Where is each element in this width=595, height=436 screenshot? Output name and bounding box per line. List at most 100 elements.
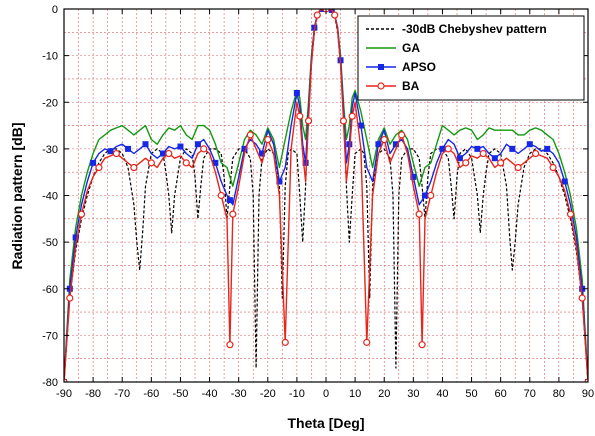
x-tick-label: 90 [582,388,594,400]
series-30db-chebyshev-pattern [64,9,588,382]
series-point [64,378,68,382]
x-tick-label: -60 [143,388,159,400]
series-point [363,338,371,346]
series-point [241,145,248,152]
series-point [427,191,435,200]
series-line [64,9,588,382]
series-point [72,234,79,241]
y-tick-label: -10 [42,51,58,63]
x-axis-title: Theta [Deg] [288,415,365,431]
series-point [66,285,73,292]
series-point [415,210,423,218]
series-point [304,117,313,125]
series-point [95,163,103,172]
series-point [578,294,586,302]
series-point [462,159,470,167]
series-point [439,145,446,152]
series-point [226,197,233,204]
series-point [229,210,237,218]
series-point [375,141,382,148]
series-point [147,159,155,167]
series-point [474,145,481,152]
series-point [509,145,516,152]
series-point [526,141,533,148]
x-tick-label: 40 [436,388,448,400]
legend-marker [377,82,385,90]
series-point [410,173,417,180]
series-point [584,378,588,382]
series-point [549,163,557,172]
series-point [444,145,452,153]
y-tick-label: -50 [42,237,58,249]
legend-item: GA [366,41,420,55]
series-point [331,11,339,19]
y-tick-label: -40 [42,191,58,203]
series-point [258,150,265,157]
series-point [544,145,551,152]
series-point [579,285,586,292]
series-point [200,145,208,153]
y-axis-title: Radiation pattern [dB] [9,123,25,270]
series-point [246,131,254,139]
series-point [293,89,300,96]
y-tick-label: -60 [42,284,58,296]
series-point [90,159,97,166]
series-point [130,163,138,172]
x-tick-label: -10 [289,388,305,400]
x-tick-label: 10 [349,388,361,400]
y-tick-label: -70 [42,330,58,342]
series-point [226,341,234,349]
x-tick-label: 20 [378,388,390,400]
legend-label: BA [402,79,420,93]
series-point [281,338,289,346]
series-point [296,112,304,120]
y-tick-label: -20 [42,97,58,109]
series-point [142,141,149,148]
axes: -90 -80 -70 -60 -50 -40 -30 -20 -10 0 10 20 30 40 50 60… [42,4,594,400]
series-line [64,9,588,382]
series-point [339,117,348,125]
series-point [194,141,201,148]
y-tick-label: -80 [42,377,58,389]
series-point [531,149,540,158]
legend-item: -30dB Chebyshev pattern [366,22,547,36]
series-ba [64,9,588,382]
legend-label: -30dB Chebyshev pattern [402,22,547,36]
series-point [66,294,74,302]
legend-marker [378,64,384,70]
series-point [276,178,283,185]
series-point [346,141,353,148]
x-tick-label: 60 [495,388,507,400]
series-point [566,210,575,218]
y-tick-label: 0 [52,4,58,16]
series-point [380,135,388,144]
series-point [479,149,487,158]
legend-label: GA [402,41,420,55]
series-point [212,159,219,166]
series-line [64,9,588,382]
legend: -30dB Chebyshev pattern GA APSO BA [357,15,585,101]
series-point [217,191,225,200]
series-point [456,155,463,162]
series-point [177,143,184,150]
series-point [398,131,406,139]
x-tick-label: -40 [202,388,218,400]
series-point [182,159,190,167]
x-tick-label: 70 [524,388,536,400]
y-tick-label: -30 [42,144,58,156]
series-point [313,11,321,19]
legend-item: BA [366,79,420,93]
x-tick-label: 30 [407,388,419,400]
series-point [514,163,522,172]
legend-item: APSO [366,60,436,74]
series-point [561,178,568,185]
series-point [264,135,272,144]
x-tick-label: -80 [85,388,101,400]
x-tick-label: -50 [172,388,188,400]
series-point [112,149,121,158]
x-tick-label: -20 [260,388,276,400]
series-point [491,155,498,162]
x-tick-label: -90 [56,388,72,400]
series-point [125,145,132,152]
